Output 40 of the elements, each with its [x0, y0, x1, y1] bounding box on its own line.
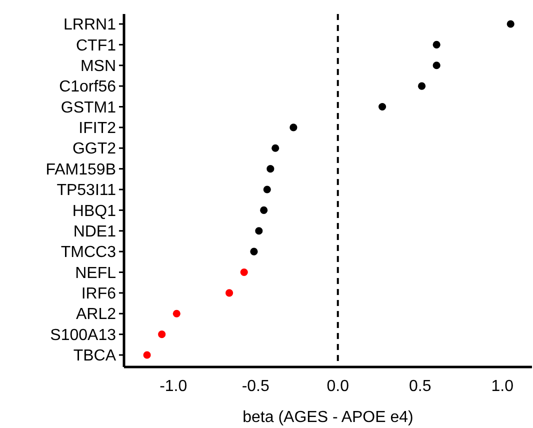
point [143, 351, 151, 359]
x-tick-label: -0.5 [242, 378, 270, 395]
x-tick-label: -1.0 [160, 378, 188, 395]
y-tick-label: LRRN1 [64, 16, 116, 34]
y-tick-label: GGT2 [72, 140, 116, 158]
y-tick-label: C1orf56 [59, 78, 116, 96]
point [432, 62, 440, 70]
y-tick-label: TMCC3 [60, 244, 116, 262]
y-tick-label: IFIT2 [78, 120, 116, 138]
y-tick-label: MSN [80, 58, 116, 75]
point [260, 206, 268, 214]
x-tick-label: 1.0 [491, 378, 514, 395]
point [290, 124, 298, 132]
y-tick-label: GSTM1 [60, 99, 116, 116]
point [272, 144, 280, 152]
point [378, 102, 386, 111]
point [266, 165, 274, 173]
x-axis-title: beta (AGES - APOE e4) [242, 409, 414, 426]
y-tick-label: NEFL [75, 264, 116, 282]
point [506, 20, 514, 28]
point [418, 82, 426, 90]
y-tick-label: TP53I11 [56, 182, 116, 200]
y-tick-label: FAM159B [46, 161, 116, 178]
point [226, 289, 234, 297]
point [172, 310, 180, 318]
point [432, 40, 440, 48]
y-tick-label: HBQ1 [72, 202, 116, 220]
point [255, 227, 263, 235]
x-tick-label: 0.0 [326, 378, 350, 395]
point [240, 268, 248, 276]
y-tick-label: NDE1 [73, 223, 116, 240]
point [250, 248, 258, 256]
x-tick-label: 0.5 [409, 378, 432, 395]
y-tick-label: TBCA [73, 348, 116, 365]
y-tick-label: ARL2 [76, 306, 116, 324]
y-tick-label: S100A13 [50, 326, 116, 344]
point [263, 186, 271, 194]
y-tick-label: IRF6 [81, 286, 116, 303]
y-tick-label: CTF1 [76, 37, 116, 54]
point [158, 330, 166, 338]
